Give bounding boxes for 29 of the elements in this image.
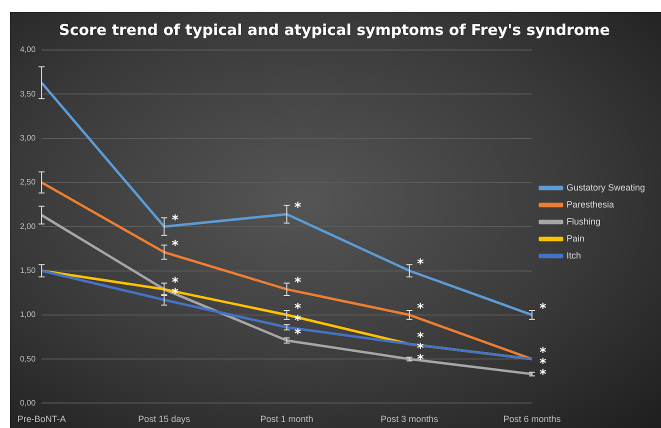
y-tick-label: 0,50: [20, 354, 36, 364]
y-tick-label: 1,00: [20, 310, 36, 320]
y-tick-label: 2,50: [20, 178, 36, 187]
legend-label: Flushing: [566, 216, 600, 226]
legend-label: Itch: [566, 250, 581, 260]
legend-label: Gustatory Sweating: [566, 182, 646, 192]
x-tick-label: Post 3 months: [380, 414, 439, 424]
data-label: *: [540, 301, 547, 316]
y-tick-label: 1,50: [20, 266, 36, 275]
data-label: *: [172, 212, 179, 228]
y-tick-label: 2,00: [20, 222, 36, 231]
data-label: *: [416, 301, 424, 316]
legend-label: Paresthesia: [566, 199, 614, 210]
chart-title: Score trend of typical and atypical symptoms of Frey's syndrome: [59, 20, 610, 39]
data-label: *: [294, 314, 302, 329]
data-label: *: [294, 326, 302, 342]
data-label: *: [172, 238, 179, 254]
x-tick-label: Pre-BoNT-A: [17, 414, 66, 424]
data-label: *: [416, 257, 424, 272]
legend-label: Pain: [566, 233, 584, 244]
x-tick-label: Post 6 months: [503, 414, 562, 424]
y-tick-label: 4,00: [20, 45, 36, 54]
y-tick-label: 3,50: [20, 89, 36, 98]
data-label: *: [294, 276, 302, 291]
data-label: *: [294, 200, 302, 216]
y-tick-label: 3,00: [20, 134, 36, 143]
x-tick-label: Post 15 days: [138, 414, 191, 424]
x-tick-label: Post 1 month: [260, 414, 314, 424]
y-tick-label: 0,00: [20, 398, 36, 408]
